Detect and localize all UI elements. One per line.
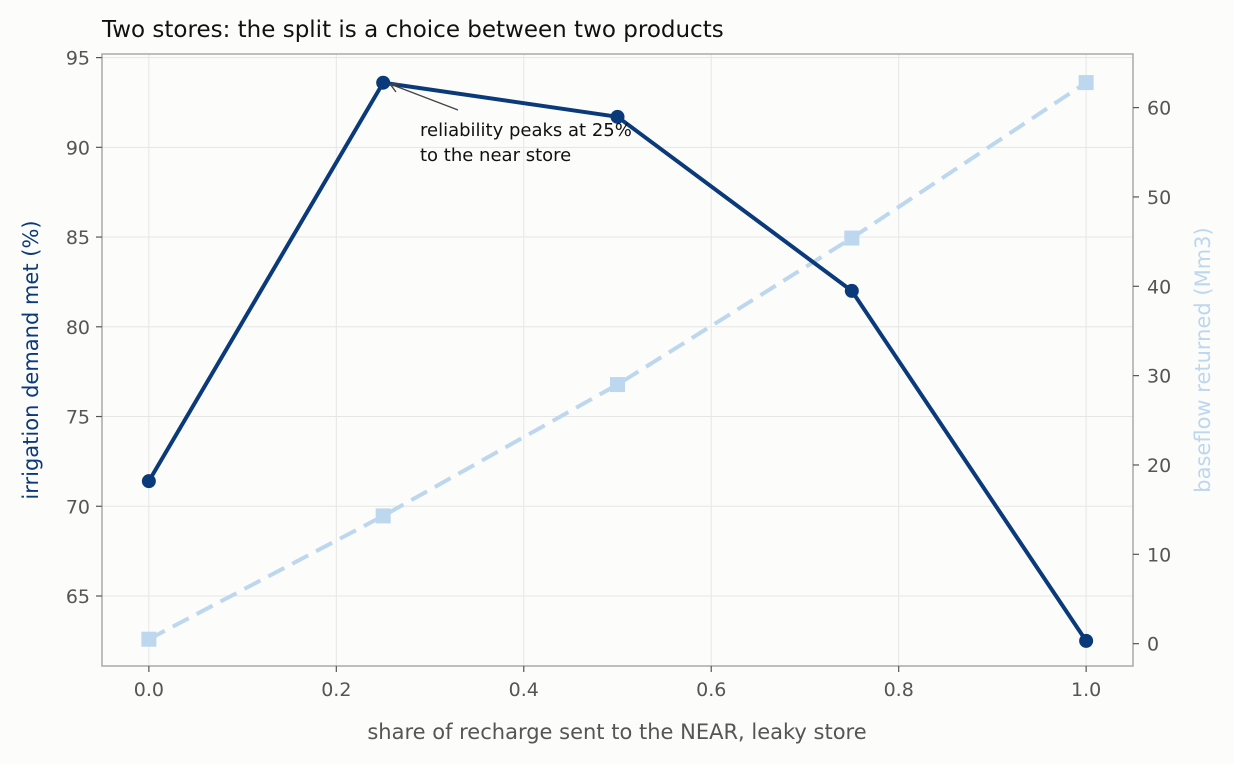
baseflow-line <box>147 80 1088 641</box>
x-axis-title: share of recharge sent to the NEAR, leak… <box>367 720 866 744</box>
y-left-tick-label: 70 <box>66 496 90 518</box>
x-tick-label: 0.0 <box>134 679 164 701</box>
irrigation-point <box>141 474 156 489</box>
x-tick-label: 1.0 <box>1071 679 1101 701</box>
annotation-line-1: reliability peaks at 25% <box>420 120 632 141</box>
series <box>141 75 1094 648</box>
y-left-tick-label: 95 <box>66 48 90 70</box>
chart-title: Two stores: the split is a choice betwee… <box>101 17 724 43</box>
baseflow-point <box>610 377 625 393</box>
baseflow-point <box>375 508 391 524</box>
annotation-arrow-head <box>389 83 400 93</box>
x-tick-label: 0.8 <box>884 679 914 701</box>
y-right-tick-label: 50 <box>1147 187 1171 209</box>
y-left-tick-label: 80 <box>66 317 90 339</box>
irrigation-point <box>1079 633 1094 648</box>
y-right-tick-label: 20 <box>1147 455 1171 477</box>
irrigation-point <box>844 283 859 298</box>
x-tick-label: 0.2 <box>321 679 351 701</box>
annotation: reliability peaks at 25% to the near sto… <box>389 83 632 166</box>
x-tick-label: 0.6 <box>696 679 726 701</box>
annotation-arrow-line <box>389 83 459 111</box>
y-right-axis-title: baseflow returned (Mm3) <box>1191 227 1215 492</box>
y-left-tick-label: 85 <box>66 227 90 249</box>
baseflow-point <box>844 230 860 246</box>
y-right-tick-label: 10 <box>1147 544 1171 566</box>
y-left-tick-label: 65 <box>66 586 90 608</box>
y-right-tick-label: 30 <box>1147 366 1171 388</box>
grid <box>102 54 1133 666</box>
baseflow-point <box>1078 75 1094 91</box>
y-right-tick-label: 40 <box>1147 276 1171 298</box>
y-left-axis-title: irrigation demand met (%) <box>19 220 43 499</box>
ticks: 0.0 0.2 0.4 0.6 0.8 1.0 65 70 75 80 85 90 95 0 10 20 30 4… <box>66 48 1171 701</box>
baseflow-point <box>141 631 157 647</box>
x-tick-label: 0.4 <box>509 679 539 701</box>
plot-frame <box>101 53 1134 667</box>
y-left-tick-label: 75 <box>66 407 90 429</box>
y-left-tick-label: 90 <box>66 137 90 159</box>
annotation-line-2: to the near store <box>420 145 571 166</box>
y-right-tick-label: 0 <box>1147 634 1159 656</box>
y-right-tick-label: 60 <box>1147 98 1171 120</box>
irrigation-point <box>610 109 625 124</box>
irrigation-point <box>376 75 391 90</box>
